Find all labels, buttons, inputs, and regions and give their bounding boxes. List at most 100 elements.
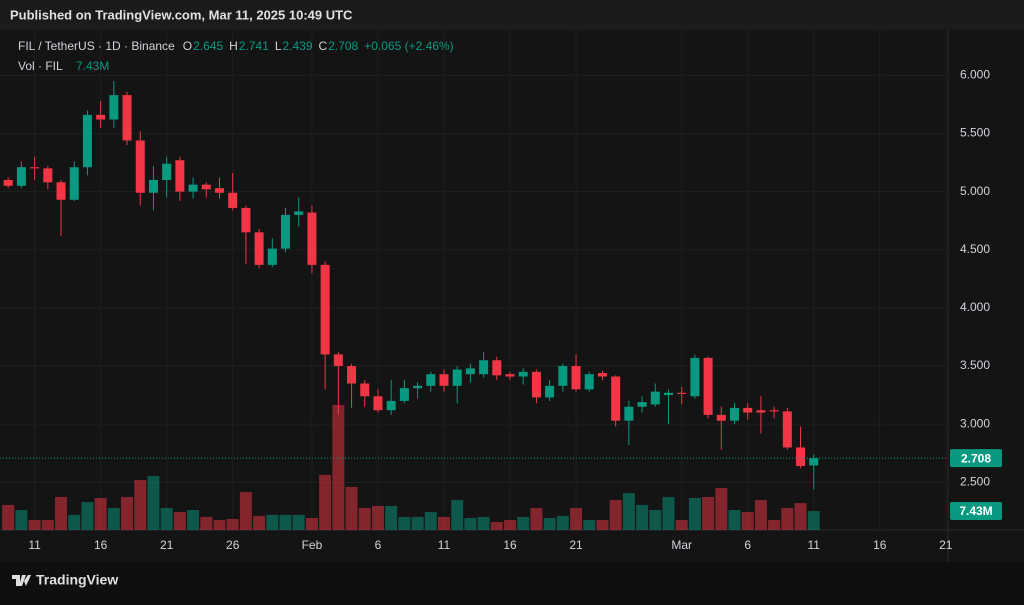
x-tick-label: Feb bbox=[302, 538, 323, 552]
candle-body bbox=[703, 357, 713, 415]
candle-body bbox=[294, 211, 304, 215]
candle-body bbox=[175, 160, 185, 192]
volume-bar bbox=[622, 493, 635, 530]
volume-bar bbox=[702, 496, 715, 530]
volume-bar bbox=[464, 517, 477, 530]
volume-bar bbox=[754, 500, 767, 530]
candle-body bbox=[479, 360, 489, 375]
volume-bar bbox=[200, 516, 213, 530]
volume-bar bbox=[292, 514, 305, 530]
volume-bar bbox=[358, 507, 371, 530]
candle-body bbox=[690, 357, 700, 397]
legend-close-value: 2.708 bbox=[328, 39, 358, 53]
x-tick-label: 6 bbox=[744, 538, 751, 552]
volume-pane bbox=[2, 405, 820, 530]
last-price-label: 2.708 bbox=[961, 451, 991, 465]
candles bbox=[3, 81, 819, 490]
candle-body bbox=[597, 373, 607, 377]
candle-body bbox=[465, 368, 475, 375]
volume-bar bbox=[636, 504, 649, 530]
legend-volume-value: 7.43M bbox=[76, 59, 109, 73]
candle-body bbox=[637, 402, 647, 407]
candle-body bbox=[677, 392, 687, 394]
x-tick-label: 11 bbox=[28, 538, 41, 552]
y-tick-label: 4.500 bbox=[960, 242, 990, 256]
x-tick-label: 16 bbox=[503, 538, 517, 552]
candle-body bbox=[333, 354, 343, 367]
volume-bar bbox=[768, 520, 781, 530]
candle-body bbox=[545, 385, 555, 398]
x-tick-label: Mar bbox=[671, 538, 692, 552]
volume-bar bbox=[504, 520, 517, 530]
candle-body bbox=[135, 140, 145, 193]
candle-body bbox=[281, 214, 291, 249]
legend-open-value: 2.645 bbox=[193, 39, 223, 53]
volume-bar bbox=[345, 486, 358, 530]
volume-bar bbox=[437, 516, 450, 530]
volume-bar bbox=[253, 515, 266, 530]
candle-body bbox=[584, 374, 594, 390]
volume-bar bbox=[543, 517, 556, 530]
candle-body bbox=[571, 366, 581, 390]
volume-bar bbox=[213, 520, 226, 530]
candle-body bbox=[809, 458, 819, 466]
volume-bar bbox=[55, 496, 68, 530]
volume-bar bbox=[530, 507, 543, 530]
volume-bar bbox=[15, 510, 28, 530]
x-tick-label: 6 bbox=[375, 538, 382, 552]
volume-bar bbox=[570, 507, 583, 530]
volume-bar bbox=[609, 500, 622, 530]
volume-bar bbox=[81, 502, 94, 530]
volume-bar bbox=[411, 516, 424, 530]
candle-body bbox=[96, 114, 106, 120]
candle-body bbox=[611, 376, 621, 421]
candle-body bbox=[241, 207, 251, 233]
brand: TradingView bbox=[12, 572, 118, 588]
candle-body bbox=[3, 180, 13, 186]
volume-bar bbox=[398, 516, 411, 530]
volume-bar bbox=[160, 507, 173, 530]
candle-body bbox=[109, 95, 119, 120]
candle-body bbox=[386, 400, 396, 411]
candle-body bbox=[782, 411, 792, 448]
candle-body bbox=[30, 167, 40, 169]
y-tick-label: 4.000 bbox=[960, 300, 990, 314]
candle-body bbox=[228, 192, 238, 208]
volume-bar bbox=[741, 512, 754, 530]
volume-bar bbox=[385, 505, 398, 530]
candle-body bbox=[360, 383, 370, 397]
volume-bar bbox=[662, 496, 675, 530]
legend-open-label: O bbox=[183, 39, 192, 53]
volume-bar bbox=[675, 520, 688, 530]
volume-bar bbox=[147, 475, 160, 530]
volume-bar bbox=[649, 510, 662, 530]
volume-bar bbox=[477, 516, 490, 530]
legend-change: +0.065 (+2.46%) bbox=[364, 39, 453, 53]
candle-body bbox=[373, 396, 383, 411]
candle-body bbox=[452, 369, 462, 386]
candle-body bbox=[796, 447, 806, 467]
volume-bar bbox=[121, 496, 134, 530]
x-tick-label: 21 bbox=[569, 538, 583, 552]
candle-body bbox=[307, 212, 317, 265]
candle-body bbox=[531, 371, 541, 398]
axes: 2.500 3.000 3.500 4.000 4.500 5.000 5.500 6.000… bbox=[0, 68, 1002, 552]
candle-body bbox=[267, 248, 277, 265]
brand-name: TradingView bbox=[36, 572, 118, 588]
y-tick-label: 5.500 bbox=[960, 126, 990, 140]
legend-low-value: 2.439 bbox=[283, 39, 313, 53]
x-tick-label: 21 bbox=[160, 538, 174, 552]
volume-bar bbox=[728, 510, 741, 530]
legend-close-label: C bbox=[319, 39, 328, 53]
volume-bar bbox=[807, 510, 820, 530]
volume-bar bbox=[794, 503, 807, 530]
x-tick-label: 16 bbox=[94, 538, 108, 552]
last-volume-label: 7.43M bbox=[959, 504, 992, 518]
legend-low-label: L bbox=[275, 39, 282, 53]
x-tick-label: 21 bbox=[939, 538, 953, 552]
volume-bar bbox=[319, 474, 332, 530]
volume-bar bbox=[94, 497, 107, 530]
candle-body bbox=[69, 167, 79, 200]
y-tick-label: 6.000 bbox=[960, 68, 990, 82]
volume-bar bbox=[517, 516, 530, 530]
